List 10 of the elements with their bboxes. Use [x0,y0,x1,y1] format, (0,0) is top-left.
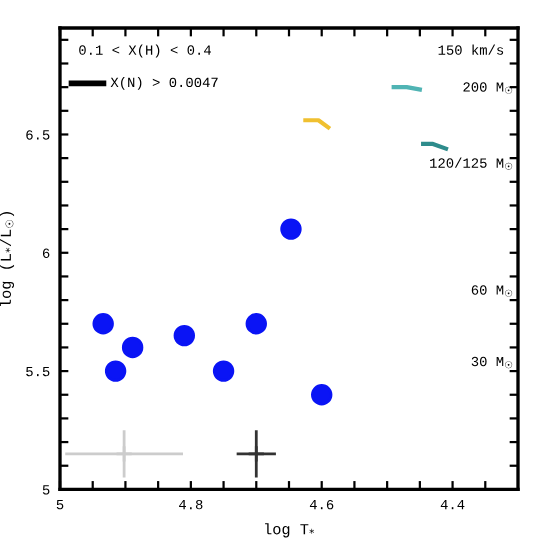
point [121,336,144,359]
point [311,384,333,406]
point [280,218,302,240]
point [212,360,235,382]
point [115,444,134,463]
point [173,324,196,347]
point [104,360,127,382]
point [92,313,114,335]
point [247,444,266,463]
point [245,313,267,335]
